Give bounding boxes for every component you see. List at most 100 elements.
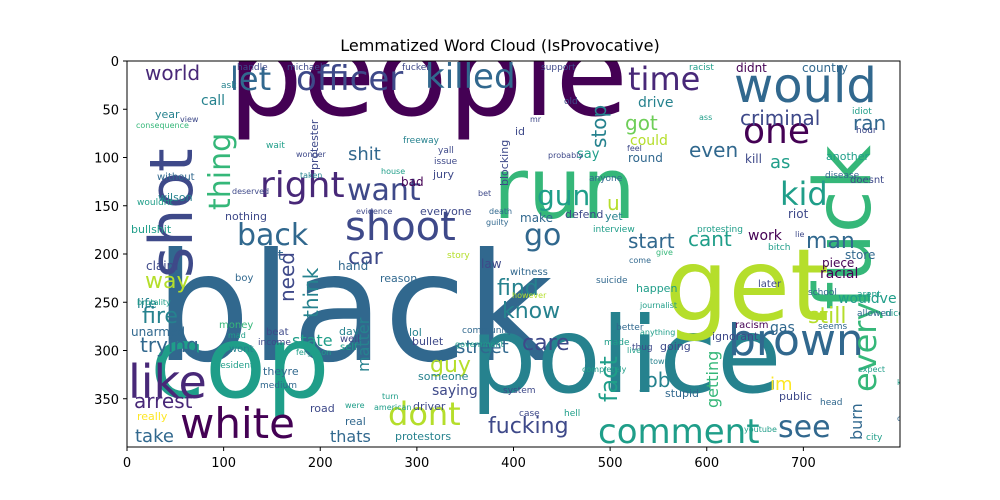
word-man: man [806,229,855,254]
word-arent: arent [857,290,881,300]
word-driver: driver [413,400,446,413]
word-hell: hell [564,409,580,419]
word-fuck: fuck [799,145,889,310]
word-self: self [340,342,358,353]
word-ask: ask [221,81,237,91]
word-way: way [145,269,190,294]
word-government: government [455,340,504,349]
word-school: school [808,288,837,298]
word-thug: thug [632,343,653,353]
word-made: made [604,338,630,348]
word-town: town [650,357,670,366]
word-world: world [145,61,200,85]
word-im: im [770,374,793,395]
word-story: story [447,251,470,261]
word-burn: burn [847,403,866,440]
word-journalist: journalist [639,301,677,310]
word-like: like [128,355,207,409]
word-bullshit: bullshit [131,223,172,236]
word-idiot: idiot [852,107,872,117]
word-brutality: brutality [137,298,171,307]
word-everyone: everyone [420,205,472,218]
word-id: id [515,125,525,138]
word-shoot: shoot [345,204,456,250]
word-real: real [345,415,366,428]
word-system: system [503,386,536,396]
word-ran: ran [853,111,886,135]
word-fucking: fucking [488,414,569,439]
word-disease: disease [825,171,860,181]
word-blocking: blocking [498,140,511,186]
word-michael: michael [287,63,322,73]
x-tick-label: 200 [308,456,333,471]
word-wouldnt: wouldnt [137,198,173,208]
word-lie: lie [795,230,804,239]
word-jury: jury [432,168,455,181]
word-city: city [866,433,883,443]
word-year: year [155,108,180,121]
word-anything: anything [640,328,675,337]
word-bad: bad [401,175,424,189]
word-old: old [564,97,578,107]
word-were: were [345,401,365,410]
y-tick-label: 50 [102,103,119,118]
word-cop: cop [150,304,330,421]
word-white: white [180,399,295,448]
word-make: make [520,211,553,225]
word-hour: hour [856,126,877,136]
word-handle: handle [237,63,268,73]
y-tick-label: 100 [94,152,119,167]
word-gun: gun [537,179,590,212]
word-freeway: freeway [403,136,440,146]
word-job: job [639,368,671,392]
word-need: need [275,252,299,302]
word-stupid: stupid [665,387,699,400]
word-saying: saying [432,383,478,399]
word-yet: yet [605,210,623,223]
word-youtube: youtube [744,425,777,434]
word-come: come [629,256,651,265]
word-issue: issue [434,157,458,167]
word-going: going [660,340,691,353]
word-take: take [135,426,174,447]
word-comment: comment [598,412,760,452]
word-protester: protester [308,119,321,170]
word-ignorant: ignorant [712,330,759,343]
word-view: view [180,115,199,124]
word-kill: kill [745,152,762,166]
word-house: house [381,167,405,176]
word-however: however [512,291,547,300]
word-death: death [489,207,512,216]
word-unarmed: unarmed [131,325,185,339]
word-consequence: consequence [136,121,189,130]
word-feel: feel [627,144,642,153]
word-guilty: guilty [486,218,509,227]
word-fucker: fucker [402,63,430,73]
word-shot: shot [137,148,207,278]
word-right: right [260,165,345,206]
word-boy: boy [235,273,253,284]
x-tick-label: 300 [404,456,429,471]
word-head: head [820,398,842,408]
word-anyone: anyone [589,174,623,184]
word-dont: dont [388,395,461,433]
word-didnt: didnt [736,61,767,75]
y-tick-label: 300 [94,345,119,360]
x-tick-label: 100 [211,456,236,471]
word-call: call [201,93,225,109]
y-tick-label: 150 [94,200,119,215]
word-could: could [630,133,668,149]
word-protestors: protestors [395,430,451,443]
word-street: street [456,337,509,358]
word-wont: wont [229,344,254,355]
word-know: know [502,299,560,324]
word-one: one [743,111,810,152]
word-say: say [577,147,600,162]
word-defend: defend [565,208,603,221]
word-police: police [470,295,782,417]
word-hand: hand [338,259,368,273]
word-allowed: allowed [857,309,892,319]
word-hit: hit [265,248,284,264]
